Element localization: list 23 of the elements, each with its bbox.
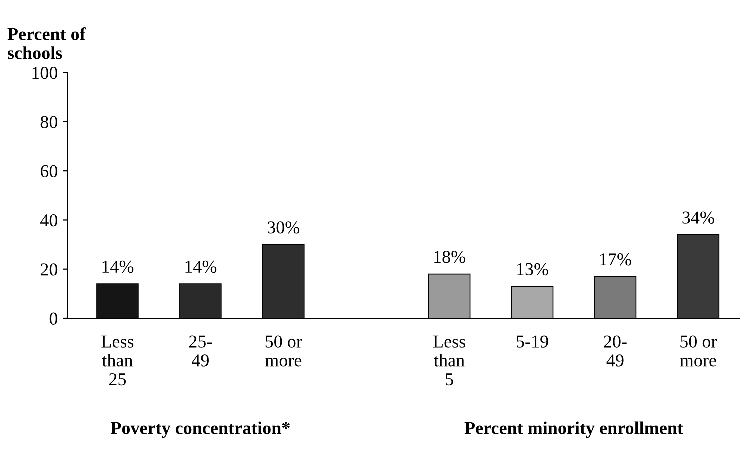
data-label: 14% bbox=[186, 260, 217, 274]
data-label: 18% bbox=[434, 251, 466, 264]
y-tick-label: 80 bbox=[40, 116, 58, 128]
data-label: 14% bbox=[102, 260, 134, 274]
y-axis-title: Percent of schools bbox=[8, 28, 86, 60]
y-tick-label: 20 bbox=[40, 264, 58, 276]
text: Poverty concentration* bbox=[110, 422, 290, 438]
y-tick-label: 100 bbox=[32, 67, 58, 80]
x-tick-label: 5-19 bbox=[517, 336, 548, 348]
x-tick-label: Less than 25 bbox=[102, 336, 134, 386]
data-label: 17% bbox=[600, 254, 632, 266]
x-tick-label: 20- 49 bbox=[604, 336, 627, 367]
y-tick-label: 60 bbox=[40, 165, 58, 178]
y-tick-label: 40 bbox=[40, 214, 58, 227]
y-tick-label: 0 bbox=[50, 312, 58, 325]
x-tick-label: 25- 49 bbox=[189, 336, 212, 367]
text: Percent minority enrollment bbox=[464, 422, 684, 438]
data-label: 34% bbox=[682, 212, 714, 224]
x-tick-label: 50 or more bbox=[265, 336, 302, 367]
data-label: 13% bbox=[518, 263, 548, 276]
x-tick-label: 50 or more bbox=[680, 336, 718, 367]
x-tick-label: Less than 5 bbox=[434, 336, 466, 386]
data-label: 30% bbox=[268, 222, 300, 234]
